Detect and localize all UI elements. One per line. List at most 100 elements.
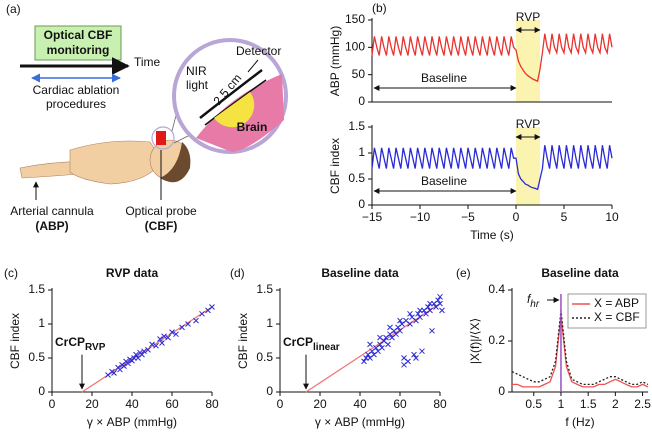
- scatter-point: [159, 340, 165, 346]
- scatter-point: [209, 304, 215, 310]
- cannula-label: Arterial cannula: [10, 204, 94, 218]
- scatter-point: [141, 348, 147, 355]
- crcp-label: CrCPlinear: [283, 335, 340, 352]
- scatter-point: [129, 357, 135, 364]
- scatter-point: [161, 333, 167, 340]
- x-axis-label: γ × ABP (mmHg): [87, 415, 177, 429]
- y-tick-label: 0.4: [488, 282, 505, 296]
- scatter-point: [397, 317, 403, 324]
- y-axis-label: CBF index: [8, 313, 22, 369]
- chart-title: RVP data: [106, 266, 159, 280]
- y-tick-label: 0: [38, 384, 45, 398]
- scatter-point: [413, 355, 419, 361]
- monitoring-text: monitoring: [47, 43, 110, 57]
- cannula-target: (ABP): [35, 219, 68, 233]
- rvp-label: RVP: [516, 117, 540, 131]
- scatter-point: [435, 297, 441, 304]
- scatter-point: [125, 360, 131, 367]
- y-tick-label: 100: [345, 40, 365, 54]
- probe: [156, 131, 166, 145]
- y-tick-label: 1.5: [256, 282, 273, 296]
- x-tick-label: 60: [393, 397, 407, 411]
- rvp-shade: [516, 20, 540, 102]
- x-tick-label: 40: [125, 397, 139, 411]
- x-tick-label: 0: [277, 397, 284, 411]
- marker-sub: hr: [530, 299, 540, 310]
- scatter-point: [439, 307, 445, 314]
- x-axis-label: γ × ABP (mmHg): [315, 415, 405, 429]
- y-tick-label: 50: [352, 67, 366, 81]
- procedure-text: Cardiac ablation: [33, 83, 120, 97]
- scatter-point: [407, 321, 413, 327]
- legend-box: [567, 293, 647, 329]
- x-tick-label: −10: [410, 210, 431, 224]
- x-tick-label: 60: [165, 397, 179, 411]
- panel-label: (c): [4, 266, 18, 280]
- scatter-point: [169, 329, 175, 336]
- scalp: [199, 69, 263, 119]
- x-tick-label: 1: [558, 397, 565, 411]
- probe-target: (CBF): [145, 219, 178, 233]
- marker-label: fhr: [527, 292, 540, 309]
- scatter-point: [193, 317, 199, 324]
- scatter-point: [121, 363, 127, 370]
- y-tick-label: 0.2: [488, 333, 505, 347]
- rvp-label: RVP: [516, 10, 540, 24]
- scatter-point: [165, 334, 171, 341]
- x-axis-label: Time (s): [470, 228, 514, 242]
- y-axis-label: CBF index: [328, 138, 342, 194]
- series-line: [511, 310, 649, 386]
- x-tick-label: 2: [612, 397, 619, 411]
- x-tick-label: 10: [605, 210, 619, 224]
- crcp-sub: linear: [313, 342, 340, 353]
- legend-label: X = ABP: [594, 296, 639, 310]
- marker-text: f: [527, 292, 532, 306]
- monitoring-text: Optical CBF: [44, 28, 113, 42]
- procedure-text: procedures: [46, 97, 106, 111]
- scatter-point: [145, 346, 151, 353]
- zoom-line: [173, 134, 191, 144]
- panel-label: (d): [230, 266, 245, 280]
- scatter-point: [417, 314, 423, 321]
- x-tick-label: 0.5: [525, 397, 542, 411]
- y-tick-label: 0.5: [348, 171, 365, 185]
- y-tick-label: 0: [266, 384, 273, 398]
- x-tick-label: 2.5: [634, 397, 651, 411]
- x-tick-label: 0: [513, 210, 520, 224]
- y-tick-label: 1: [38, 316, 45, 330]
- y-tick-label: 1: [266, 316, 273, 330]
- scatter-point: [377, 334, 383, 341]
- panel-label: (a): [6, 2, 21, 16]
- diagram: (a) Optical CBF monitoring Time Cardiac …: [6, 2, 288, 233]
- crcp-text: CrCP: [55, 335, 85, 349]
- scatter-point: [411, 351, 417, 358]
- probe-circle: [151, 126, 175, 150]
- x-tick-label: 80: [205, 397, 219, 411]
- scatter-point: [133, 351, 139, 358]
- legend-label: X = CBF: [594, 310, 640, 324]
- nir-label: light: [186, 78, 209, 92]
- scatter-point: [199, 310, 205, 317]
- scatter-point: [179, 324, 185, 331]
- x-tick-label: 20: [313, 397, 327, 411]
- scatter-point: [417, 307, 423, 314]
- scatter-point: [185, 321, 191, 327]
- chart-title: Baseline data: [541, 266, 619, 280]
- scatter-point: [415, 310, 421, 317]
- series-line: [371, 33, 613, 83]
- x-tick-label: 0: [49, 397, 56, 411]
- baseline-label: Baseline: [421, 174, 467, 188]
- scatter-point: [173, 331, 179, 338]
- y-tick-label: 0: [358, 94, 365, 108]
- scatter-point: [367, 341, 373, 348]
- probe-label: Optical probe: [125, 204, 197, 218]
- scatter-point: [157, 336, 163, 342]
- crcp-sub: RVP: [85, 342, 106, 353]
- series-line: [512, 315, 649, 388]
- crcp-label: CrCPRVP: [55, 335, 106, 352]
- torso: [69, 140, 163, 185]
- scatter-point: [111, 370, 117, 376]
- scatter-point: [425, 304, 431, 310]
- scatter-point: [437, 293, 443, 300]
